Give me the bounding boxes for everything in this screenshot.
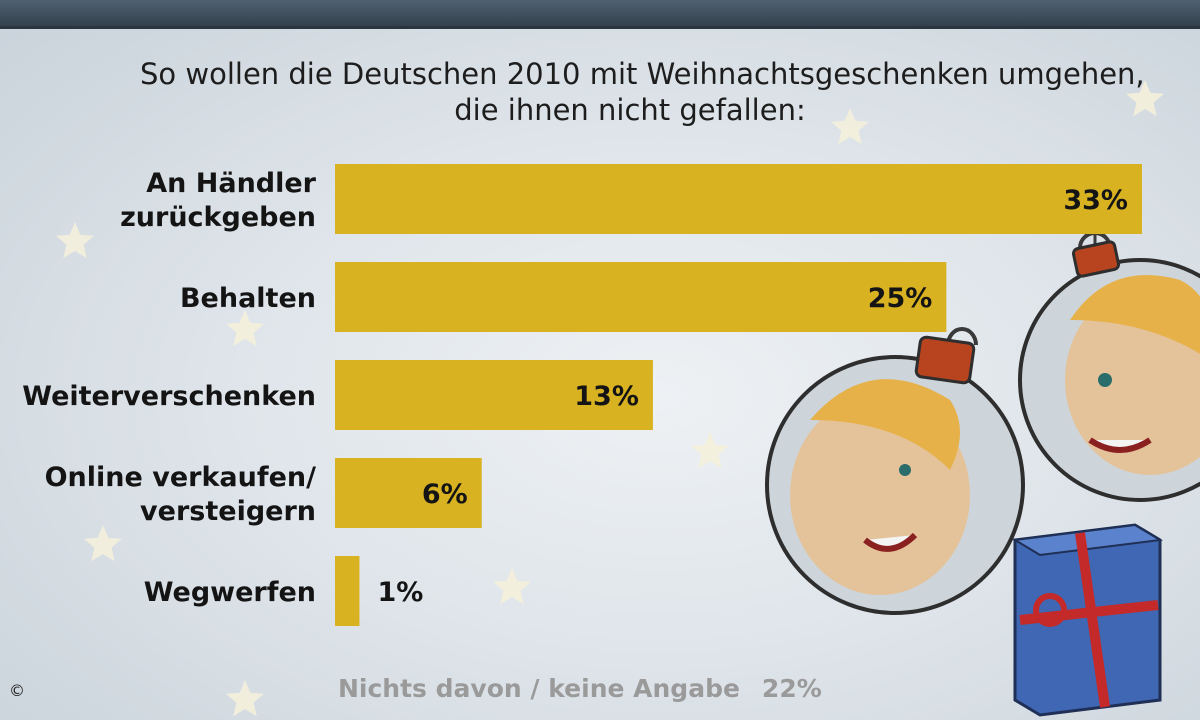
value-label-1: 25% (868, 283, 933, 314)
value-label-2: 13% (574, 381, 639, 412)
copyright-mark: © (9, 681, 25, 700)
subtitle-line-1: So wollen die Deutschen 2010 mit Weihnac… (140, 57, 1145, 91)
category-labels: An Händler zurückgeben Behalten Weiterversc… (22, 168, 316, 608)
category-label-3: Online verkaufen/versteigern (45, 462, 317, 527)
star-icon-5 (226, 680, 264, 717)
chart-subtitle: So wollen die Deutschen 2010 mit Weihnac… (140, 56, 1145, 128)
category-label-1: Behalten (180, 283, 316, 314)
footnote-label: Nichts davon / keine Angabe (338, 674, 740, 703)
bar-0 (335, 164, 1142, 234)
gift-box (1012, 523, 1163, 717)
bar-3 (335, 458, 482, 528)
chart-bars (335, 164, 1142, 626)
category-label-4: Wegwerfen (144, 577, 316, 608)
title-bar (0, 0, 1200, 29)
bar-1 (335, 262, 947, 332)
value-label-0: 33% (1063, 185, 1128, 216)
star-icon-7 (831, 108, 869, 145)
star-icon-2 (691, 432, 729, 469)
value-labels: 33% 25% 13% 6% 1% (377, 185, 1128, 608)
star-icon-0 (56, 222, 94, 259)
bar-2 (335, 360, 653, 430)
category-label-2: Weiterverschenken (22, 381, 316, 412)
subtitle-line-2: die ihnen nicht gefallen: (454, 93, 806, 127)
footnote: Nichts davon / keine Angabe 22% (338, 674, 822, 703)
ornament-ball-left (765, 327, 1025, 615)
star-icon-6 (1126, 80, 1164, 117)
bar-4 (335, 556, 360, 626)
ornament-ball-right (1018, 215, 1200, 502)
footnote-value: 22% (761, 674, 822, 703)
star-icon-3 (84, 525, 122, 562)
value-label-4: 1% (377, 577, 423, 608)
value-label-3: 6% (422, 479, 468, 510)
category-label-0: An Händler zurückgeben (120, 168, 317, 233)
star-decorations (56, 80, 1164, 717)
star-icon-1 (226, 310, 264, 347)
star-icon-4 (493, 568, 531, 605)
